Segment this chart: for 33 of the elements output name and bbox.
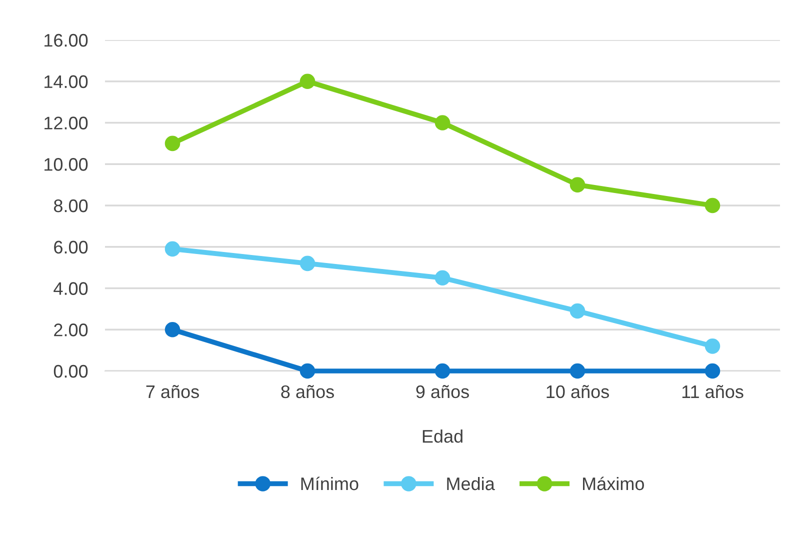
legend-label: Media [447, 476, 495, 490]
x-tick-label: 10 años [546, 385, 609, 398]
point [164, 322, 180, 338]
point [704, 363, 720, 379]
legend-label: Mínimo [301, 476, 358, 490]
point [434, 363, 450, 379]
y-tick-label: 6.00 [54, 240, 88, 254]
point [300, 363, 316, 379]
point [434, 115, 450, 130]
x-tick-label: 9 años [416, 385, 469, 398]
point [164, 136, 180, 152]
y-tick-label: 10.00 [44, 158, 88, 171]
point [704, 198, 720, 214]
point [570, 363, 586, 379]
y-tick-label: 4.00 [54, 282, 88, 295]
x-axis-title: Edad [422, 430, 462, 443]
x-tick-label: 7 años [146, 385, 199, 398]
y-tick-label: 8.00 [54, 199, 88, 212]
point [570, 303, 586, 319]
y-tick-label: 16.00 [44, 34, 88, 47]
y-tick-label: 2.00 [54, 324, 88, 336]
point [300, 74, 316, 90]
point [570, 177, 586, 192]
y-tick-label: 14.00 [44, 75, 88, 88]
point [300, 256, 316, 272]
x-tick-label: 11 años [682, 385, 744, 398]
legend-label: Máximo [583, 476, 644, 490]
point [434, 270, 450, 286]
point [164, 241, 180, 257]
y-tick-label: 0.00 [54, 364, 88, 378]
x-tick-label: 8 años [281, 385, 334, 398]
point [704, 338, 720, 354]
y-tick-label: 12.00 [44, 116, 88, 130]
